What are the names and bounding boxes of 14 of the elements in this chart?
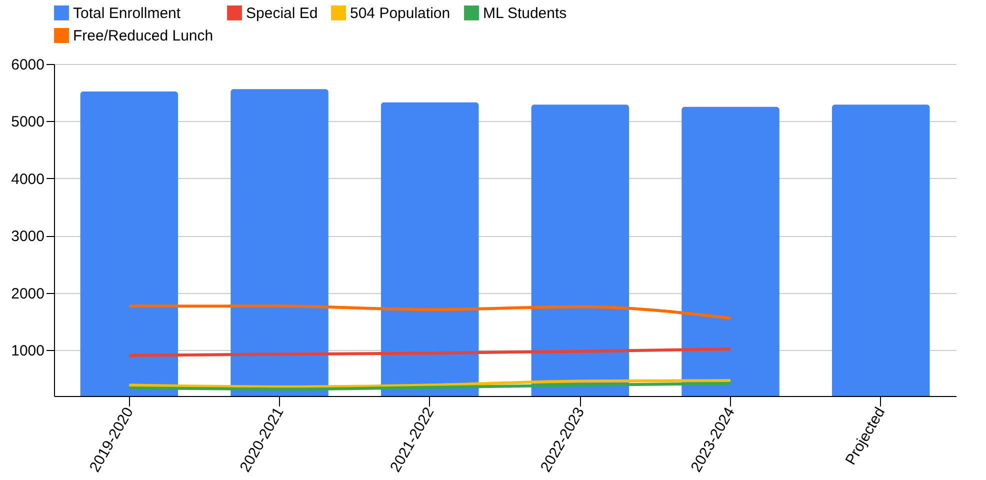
line-series <box>128 379 732 388</box>
y-tick-label: 5000 <box>11 114 44 131</box>
y-tick-label: 1000 <box>11 342 44 360</box>
y-tick-label: 2000 <box>11 285 44 302</box>
legend-label: 504 Population <box>350 4 450 22</box>
line-series <box>128 304 732 320</box>
y-tick-label: 4000 <box>11 170 44 188</box>
legend-label: ML Students <box>483 4 567 22</box>
y-tick-label: 6000 <box>11 56 44 74</box>
legend-label: Total Enrollment <box>73 4 182 22</box>
legend-label: Special Ed <box>246 4 318 22</box>
line-series <box>128 348 732 357</box>
legend-label: Free/Reduced Lunch <box>73 28 214 44</box>
y-tick-label: 3000 <box>11 228 44 246</box>
